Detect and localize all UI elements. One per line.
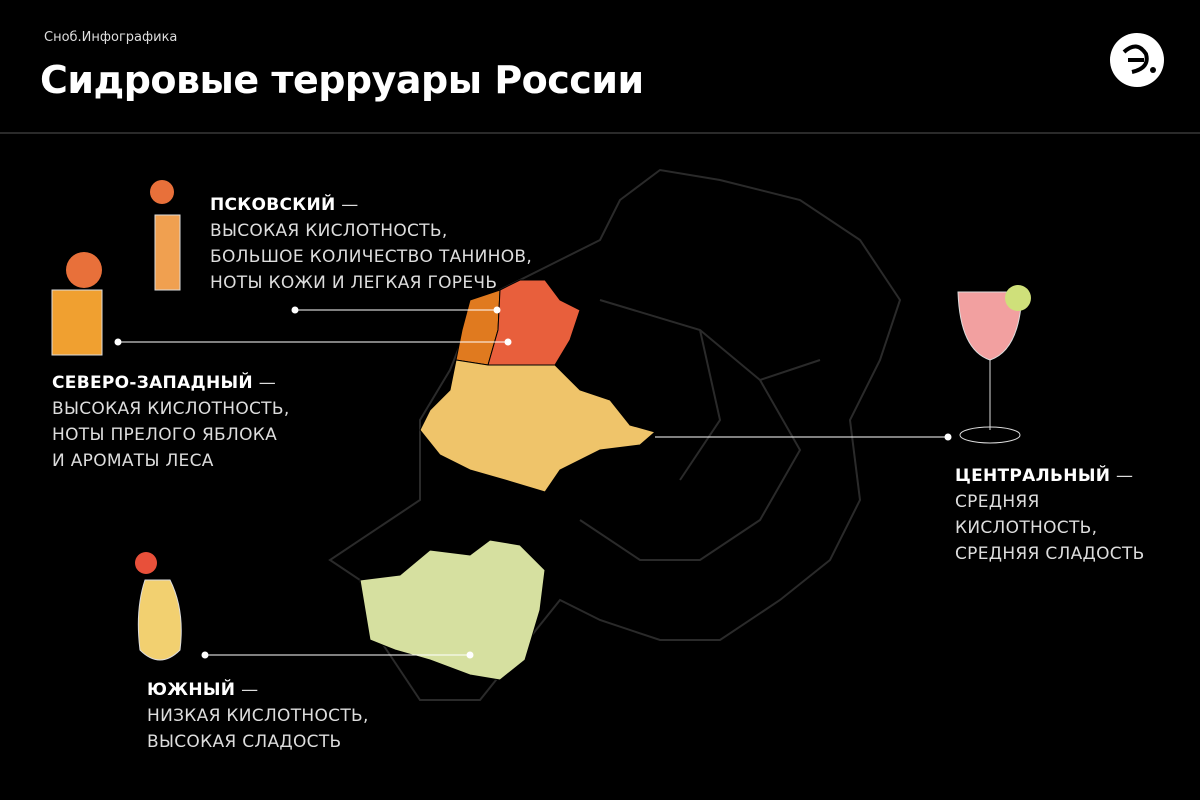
region-line: СРЕДНЯЯ СЛАДОСТЬ — [955, 544, 1145, 564]
drink-icons — [51, 180, 1031, 661]
pskov-red — [487, 279, 581, 369]
dash: — — [258, 373, 276, 393]
region-name: ЮЖНЫЙ — [147, 680, 236, 700]
russia-outline — [328, 168, 902, 701]
central-region — [419, 359, 657, 493]
region-pskov: ПСКОВСКИЙ — ВЫСОКАЯ КИСЛОТНОСТЬ, БОЛЬШОЕ… — [210, 192, 532, 296]
dash: — — [241, 680, 259, 700]
dash: — — [341, 195, 359, 215]
region-line: НОТЫ ПРЕЛОГО ЯБЛОКА — [52, 425, 278, 445]
region-line: БОЛЬШОЕ КОЛИЧЕСТВО ТАНИНОВ, — [210, 247, 533, 267]
dash: — — [1116, 466, 1134, 486]
region-line: КИСЛОТНОСТЬ, — [955, 518, 1098, 538]
brand: Сноб.Инфографика — [44, 30, 178, 45]
region-line: СРЕДНЯЯ — [955, 492, 1040, 512]
region-line: НИЗКАЯ КИСЛОТНОСТЬ, — [147, 706, 369, 726]
region-central: ЦЕНТРАЛЬНЫЙ — СРЕДНЯЯ КИСЛОТНОСТЬ, СРЕДН… — [955, 463, 1145, 567]
region-northwest: СЕВЕРО-ЗАПАДНЫЙ — ВЫСОКАЯ КИСЛОТНОСТЬ, Н… — [52, 370, 290, 474]
region-name: ПСКОВСКИЙ — [210, 195, 336, 215]
logo — [1110, 33, 1164, 87]
region-line: ВЫСОКАЯ КИСЛОТНОСТЬ, — [52, 399, 290, 419]
region-name: ЦЕНТРАЛЬНЫЙ — [955, 466, 1111, 486]
region-line: ВЫСОКАЯ СЛАДОСТЬ — [147, 732, 342, 752]
region-south: ЮЖНЫЙ — НИЗКАЯ КИСЛОТНОСТЬ, ВЫСОКАЯ СЛАД… — [147, 677, 369, 755]
region-line: ВЫСОКАЯ КИСЛОТНОСТЬ, — [210, 221, 448, 241]
region-line: И АРОМАТЫ ЛЕСА — [52, 451, 214, 471]
title: Сидровые терруары России — [40, 58, 644, 102]
connectors — [114, 306, 952, 659]
south-region — [359, 539, 546, 681]
region-name: СЕВЕРО-ЗАПАДНЫЙ — [52, 373, 253, 393]
region-line: НОТЫ КОЖИ И ЛЕГКАЯ ГОРЕЧЬ — [210, 273, 498, 293]
